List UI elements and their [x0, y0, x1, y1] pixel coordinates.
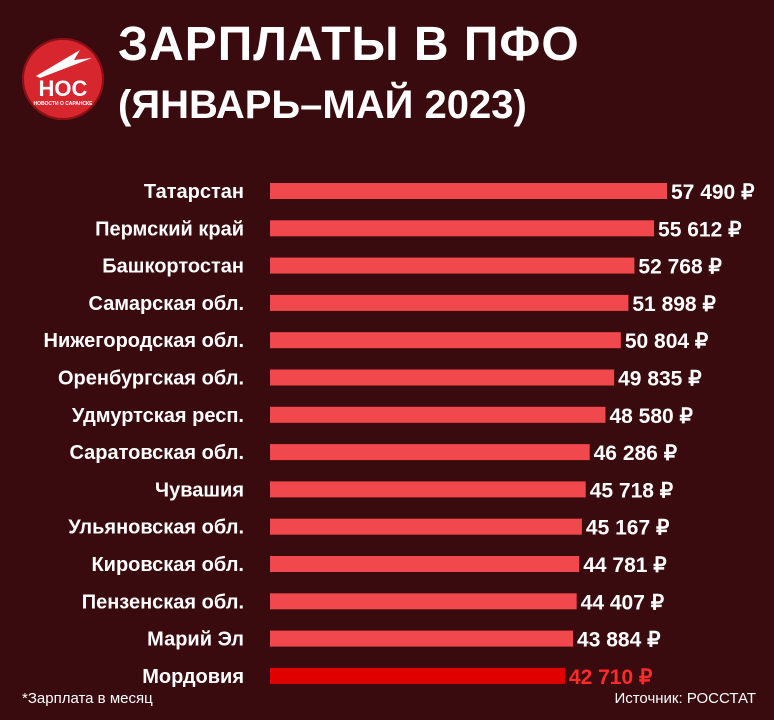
- value-label-10: 44 781 ₽: [583, 554, 667, 577]
- value-label-11: 44 407 ₽: [581, 591, 665, 614]
- value-label-13: 42 710 ₽: [569, 666, 653, 689]
- logo-arrow-icon: [36, 50, 92, 78]
- category-label-5: Оренбургская обл.: [58, 368, 244, 390]
- bar-5: [270, 369, 615, 386]
- category-label-3: Самарская обл.: [89, 293, 245, 315]
- value-label-1: 55 612 ₽: [658, 218, 742, 241]
- category-label-1: Пермский край: [95, 218, 244, 240]
- footnote: *Зарплата в месяц: [22, 690, 153, 707]
- category-label-11: Пензенская обл.: [82, 591, 244, 613]
- category-label-7: Саратовская обл.: [69, 442, 244, 464]
- bar-4: [270, 332, 621, 349]
- bar-8: [270, 481, 586, 498]
- category-label-0: Татарстан: [144, 181, 244, 203]
- value-label-8: 45 718 ₽: [590, 479, 674, 502]
- bar-2: [270, 257, 635, 274]
- bar-7: [270, 444, 590, 461]
- value-label-5: 49 835 ₽: [618, 368, 702, 391]
- page-subtitle: (ЯНВАРЬ–МАЙ 2023): [118, 83, 527, 127]
- bar-0: [270, 183, 667, 199]
- logo: НОС НОВОСТИ О САРАНСКЕ: [22, 38, 104, 120]
- bar-3: [270, 294, 629, 311]
- value-label-9: 45 167 ₽: [586, 517, 670, 540]
- logo-subtext: НОВОСТИ О САРАНСКЕ: [33, 101, 93, 107]
- value-label-4: 50 804 ₽: [625, 330, 709, 353]
- value-label-12: 43 884 ₽: [577, 629, 661, 652]
- category-label-10: Кировская обл.: [91, 554, 244, 576]
- category-label-8: Чувашия: [155, 479, 244, 501]
- bar-1: [270, 220, 655, 237]
- value-label-2: 52 768 ₽: [638, 256, 722, 279]
- bar-12: [270, 630, 574, 647]
- value-label-6: 48 580 ₽: [609, 405, 693, 428]
- category-label-6: Удмуртская респ.: [72, 405, 244, 427]
- category-label-12: Марий Эл: [147, 629, 244, 651]
- bar-13: [270, 667, 565, 684]
- bar-10: [270, 556, 580, 572]
- category-label-13: Мордовия: [142, 666, 244, 688]
- category-label-4: Нижегородская обл.: [44, 330, 244, 352]
- bar-11: [270, 593, 577, 610]
- source-note: Источник: РОССТАТ: [614, 690, 756, 707]
- bar-6: [270, 406, 606, 423]
- value-label-7: 46 286 ₽: [594, 442, 678, 465]
- bar-9: [270, 518, 582, 535]
- category-label-2: Башкортостан: [102, 256, 244, 278]
- value-label-3: 51 898 ₽: [632, 293, 716, 316]
- category-label-9: Ульяновская обл.: [68, 517, 244, 539]
- value-label-0: 57 490 ₽: [671, 181, 755, 204]
- logo-text: НОС: [38, 76, 88, 101]
- page-title: ЗАРПЛАТЫ В ПФО: [118, 18, 580, 71]
